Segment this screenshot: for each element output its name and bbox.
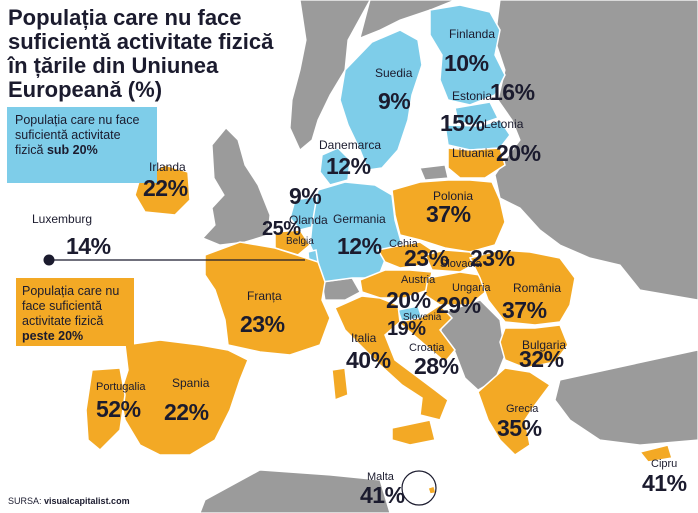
- label-name-estonia: Estonia: [452, 89, 493, 103]
- region-finlanda: [429, 4, 506, 106]
- label-name-olanda: Olanda: [289, 213, 328, 227]
- source-note: SURSA: visualcapitalist.com: [8, 496, 130, 506]
- region-ungaria: [424, 271, 489, 306]
- label-value-bulgaria: 32%: [519, 346, 564, 372]
- label-value-cehia: 23%: [404, 245, 449, 271]
- luxemburg-pointer-dot: [43, 254, 55, 266]
- label-name-slovacia: Slovacia: [440, 258, 482, 270]
- label-value-danemarca: 12%: [326, 153, 371, 179]
- legend-low-text: Populația care nu face suficientă activi…: [15, 113, 140, 157]
- label-value-estonia: 16%: [490, 79, 535, 105]
- label-value-romania: 37%: [502, 297, 547, 323]
- legend-low-threshold: sub 20%: [46, 143, 98, 157]
- label-name-franta: Franța: [247, 289, 282, 303]
- label-value-italia: 40%: [346, 347, 391, 373]
- label-name-lituania: Lituania: [452, 146, 495, 160]
- non-eu-land: [199, 0, 698, 513]
- region-lituania: [447, 147, 506, 179]
- eu-high-countries: [85, 147, 673, 495]
- label-name-romania: România: [513, 281, 562, 295]
- label-name-austria: Austria: [401, 274, 436, 286]
- region-suedia: [339, 29, 423, 171]
- label-name-germania: Germania: [333, 212, 386, 226]
- label-name-luxemburg: Luxemburg: [32, 212, 93, 226]
- label-value-finlanda: 10%: [444, 50, 489, 76]
- region-sicilia: [391, 419, 436, 446]
- label-name-malta: Malta: [367, 471, 394, 483]
- label-name-portugalia: Portugalia: [96, 381, 146, 393]
- label-value-slovenia: 19%: [387, 318, 426, 340]
- region-portugalia: [85, 367, 126, 452]
- label-value-cipru: 41%: [642, 470, 687, 496]
- label-name-suedia: Suedia: [375, 66, 413, 80]
- region-grecia: [477, 367, 552, 456]
- label-value-letonia: 15%: [440, 110, 485, 136]
- map-title: Populația care nu face suficientă activi…: [8, 5, 274, 102]
- label-value-grecia: 35%: [497, 415, 542, 441]
- eu-low-countries: [289, 4, 511, 323]
- label-name-danemarca: Danemarca: [319, 138, 382, 152]
- source-label: SURSA:: [8, 496, 42, 506]
- label-name-bulgaria: Bulgaria: [522, 338, 567, 352]
- label-value-suedia: 9%: [378, 88, 411, 114]
- label-name-polonia: Polonia: [433, 189, 474, 203]
- label-name-ungaria: Ungaria: [452, 282, 491, 294]
- region-malta: [427, 485, 437, 495]
- region-polonia: [391, 179, 506, 253]
- label-value-lituania: 20%: [496, 140, 541, 166]
- label-value-germania: 12%: [337, 233, 382, 259]
- label-name-croatia: Croația: [409, 342, 445, 354]
- label-value-croatia: 28%: [414, 353, 459, 379]
- region-franta: [204, 241, 331, 356]
- region-cipru: [638, 444, 673, 463]
- label-value-franta: 23%: [240, 311, 285, 337]
- source-value: visualcapitalist.com: [44, 496, 130, 506]
- legend-low: Populația care nu face suficientă activi…: [7, 107, 157, 183]
- region-danemarca: [319, 147, 351, 186]
- label-value-portugalia: 52%: [96, 396, 141, 422]
- region-bulgaria: [499, 324, 569, 369]
- label-value-polonia: 37%: [426, 201, 471, 227]
- region-croatia: [396, 304, 456, 364]
- label-value-spania: 22%: [164, 399, 209, 425]
- label-name-cipru: Cipru: [651, 458, 678, 470]
- region-belgia: [274, 229, 311, 256]
- legend-high-text: Populația care nu face suficientă activi…: [22, 284, 120, 328]
- legend-high: Populația care nu face suficientă activi…: [16, 278, 134, 346]
- malta-highlight-circle: [401, 470, 437, 506]
- region-germania: [309, 181, 403, 283]
- label-name-slovenia: Slovenia: [403, 312, 442, 323]
- label-name-finlanda: Finlanda: [449, 27, 496, 41]
- label-value-olanda: 9%: [289, 183, 322, 209]
- label-value-ungaria: 29%: [436, 292, 481, 318]
- label-value-austria: 20%: [386, 287, 431, 313]
- label-value-slovacia: 23%: [470, 245, 515, 271]
- region-romania: [468, 249, 576, 326]
- label-name-letonia: Letonia: [484, 117, 524, 131]
- label-name-irlanda: Irlanda: [149, 160, 186, 174]
- label-name-grecia: Grecia: [506, 403, 539, 415]
- legend-high-threshold: peste 20%: [22, 329, 84, 343]
- region-estonia: [454, 101, 500, 126]
- label-name-spania: Spania: [172, 376, 210, 390]
- label-name-italia: Italia: [351, 331, 377, 345]
- region-italia: [334, 295, 449, 421]
- label-value-luxemburg: 14%: [66, 233, 111, 259]
- label-value-belgia: 25%: [262, 218, 301, 240]
- region-letonia: [444, 119, 511, 151]
- label-value-malta: 41%: [360, 482, 405, 508]
- label-value-irlanda: 22%: [143, 175, 188, 201]
- label-name-belgia: Belgia: [286, 236, 314, 247]
- region-sardinia: [331, 367, 349, 402]
- label-name-cehia: Cehia: [389, 238, 418, 250]
